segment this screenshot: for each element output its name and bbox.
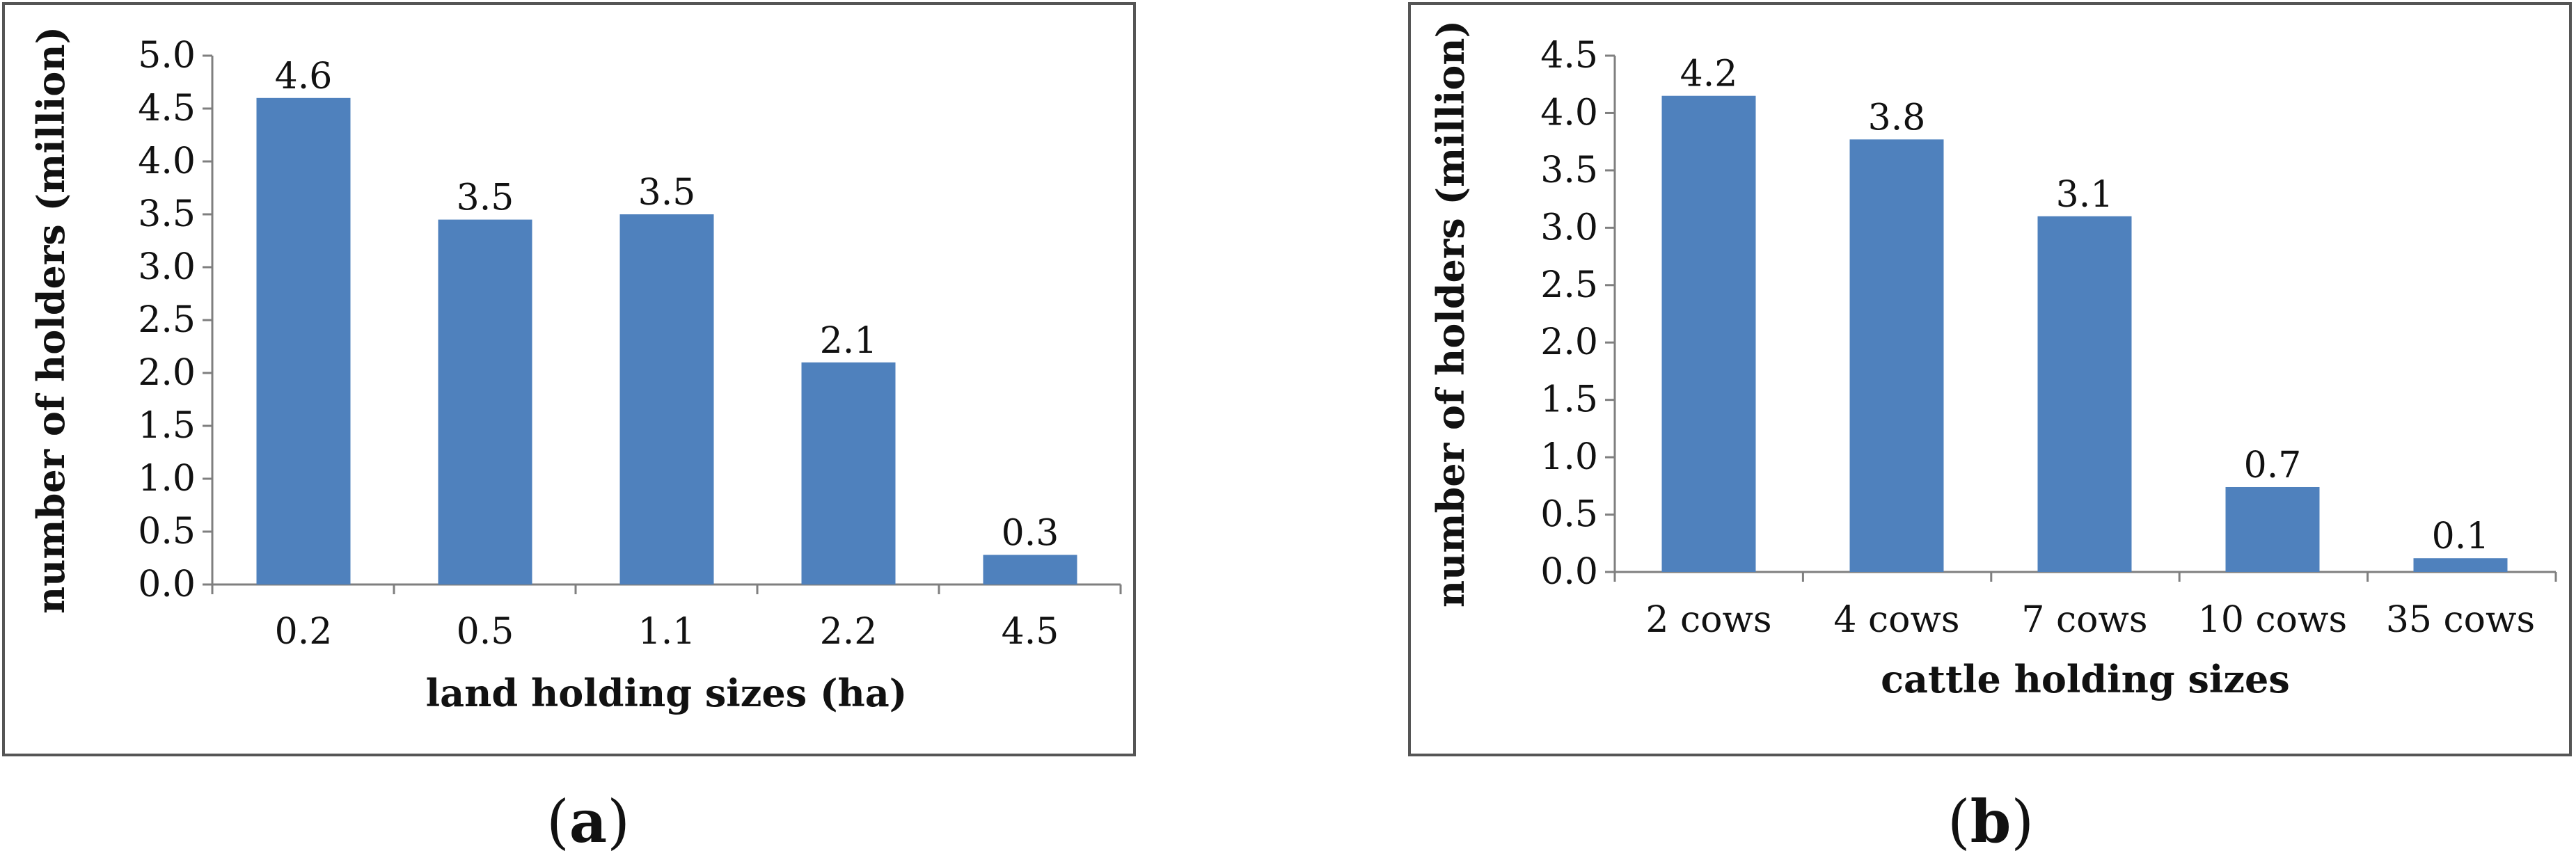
- bar: [983, 555, 1077, 584]
- x-category-label: 35 cows: [2386, 599, 2535, 641]
- data-label: 4.2: [1680, 54, 1738, 95]
- y-tick-label: 1.0: [1540, 436, 1598, 478]
- data-label: 3.8: [1868, 97, 1926, 138]
- y-tick-label: 3.0: [1540, 207, 1598, 248]
- y-tick-label: 0.0: [1540, 551, 1598, 593]
- y-axis-title: number of holders (million): [29, 26, 73, 614]
- bar: [438, 219, 532, 585]
- bar: [2225, 486, 2320, 572]
- y-tick-label: 0.5: [1540, 494, 1598, 536]
- x-category-label: 7 cows: [2021, 599, 2147, 641]
- x-category-label: 0.5: [457, 611, 514, 653]
- y-tick-label: 0.0: [138, 564, 196, 605]
- data-label: 3.5: [638, 172, 696, 214]
- data-label: 0.7: [2244, 445, 2302, 486]
- x-category-label: 4 cows: [1833, 599, 1959, 641]
- bar: [1661, 95, 1756, 572]
- panel-label: (b): [1947, 787, 2034, 856]
- y-tick-label: 1.5: [1540, 379, 1598, 421]
- panel-label-open: (: [546, 788, 569, 856]
- y-tick-label: 0.5: [138, 511, 196, 552]
- y-tick-label: 4.0: [138, 141, 196, 182]
- y-tick-label: 3.5: [1540, 150, 1598, 191]
- y-tick-label: 4.0: [1540, 92, 1598, 134]
- panel-label: (a): [546, 787, 630, 856]
- x-category-label: 0.2: [275, 611, 333, 653]
- x-axis-title: cattle holding sizes: [1881, 657, 2290, 701]
- chart-frame: [2, 2, 1136, 756]
- y-tick-label: 3.5: [138, 193, 196, 235]
- x-category-label: 1.1: [638, 611, 696, 653]
- y-tick-label: 2.5: [138, 299, 196, 341]
- y-tick-label: 1.0: [138, 458, 196, 500]
- x-category-label: 10 cows: [2198, 599, 2347, 641]
- data-label: 4.6: [275, 56, 333, 97]
- panel-label-letter: b: [1970, 787, 2012, 856]
- chart-frame: [1408, 2, 2572, 756]
- data-label: 2.1: [820, 320, 878, 362]
- y-tick-label: 2.0: [138, 352, 196, 394]
- chart-panel-a: 0.0 0.5 1.0 1.5 2.0 2.5 3.0 3.5 4.0 4.5 5.0 4.6 0.2 3…: [2, 2, 1136, 856]
- y-tick-label: 4.5: [138, 88, 196, 129]
- panel-label-open: (: [1947, 788, 1970, 856]
- panel-label-letter: a: [569, 787, 607, 856]
- bar: [801, 362, 896, 584]
- y-tick-label: 5.0: [138, 35, 196, 77]
- data-label: 0.1: [2432, 516, 2490, 557]
- panel-label-close: ): [2011, 788, 2034, 856]
- data-label: 0.3: [1002, 512, 1059, 554]
- y-tick-label: 2.5: [1540, 264, 1598, 306]
- y-tick-label: 3.0: [138, 246, 196, 288]
- x-axis-title: land holding sizes (ha): [426, 671, 908, 715]
- y-tick-label: 2.0: [1540, 321, 1598, 363]
- y-axis-title: number of holders (million): [1428, 20, 1473, 607]
- bar: [2413, 558, 2508, 572]
- bar: [256, 97, 351, 585]
- x-category-label: 2 cows: [1645, 599, 1771, 641]
- y-tick-label: 1.5: [138, 405, 196, 447]
- y-tick-label: 4.5: [1540, 35, 1598, 77]
- chart-panel-b: 0.0 0.5 1.0 1.5 2.0 2.5 3.0 3.5 4.0 4.5 4.2 2 cows 3…: [1408, 2, 2572, 856]
- data-label: 3.5: [457, 177, 514, 219]
- bar: [619, 214, 714, 584]
- bar: [2037, 216, 2132, 572]
- bar: [1849, 139, 1944, 572]
- x-category-label: 4.5: [1002, 611, 1059, 653]
- panel-label-close: ): [607, 788, 630, 856]
- x-category-label: 2.2: [820, 611, 878, 653]
- data-label: 3.1: [2056, 174, 2114, 216]
